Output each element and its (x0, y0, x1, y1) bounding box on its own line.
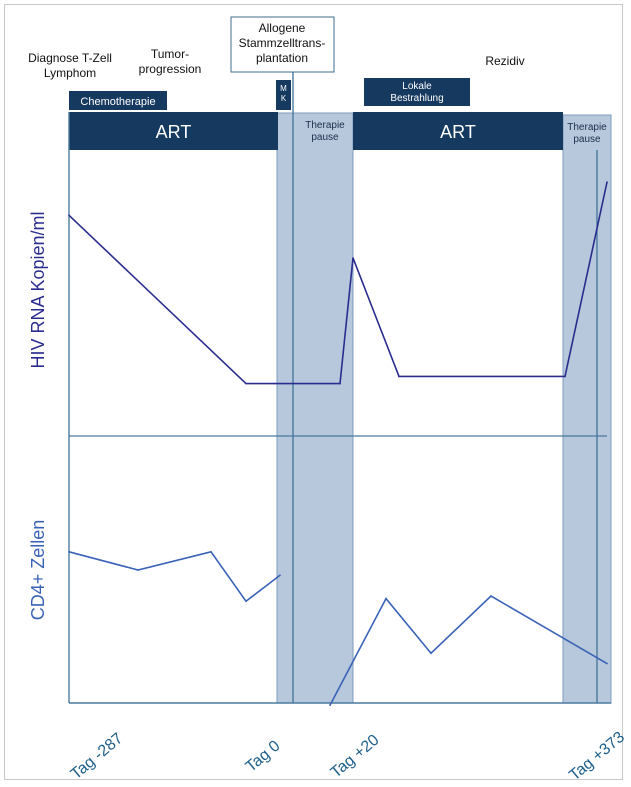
series-hiv-point-5 (398, 375, 400, 378)
event-tumor-line-0: Tumor- (151, 47, 189, 61)
event-transplant-line-1: Stammzelltrans- (239, 36, 326, 50)
therapy-bar-chemo (69, 91, 167, 110)
x-tick-label-0: Tag -287 (68, 730, 127, 783)
therapy-pause-label-2-line-0: Therapie (567, 122, 607, 133)
series-hiv-point-1 (245, 382, 247, 385)
event-diagnose-line-1: Lymphom (44, 66, 96, 80)
event-transplant-line-0: Allogene (259, 21, 306, 35)
therapy-pause-1 (276, 112, 354, 704)
series-cd4-point-0-3 (245, 600, 247, 602)
therapy-pause-2 (562, 114, 612, 704)
x-tick-label-1: Tag 0 (243, 737, 284, 775)
series-cd4-point-0-1 (137, 569, 139, 571)
series-cd4-point-1-4 (606, 662, 608, 665)
series-cd4-point-1-1 (385, 597, 387, 600)
series-cd4-point-1-3 (490, 595, 492, 597)
series-hiv-point-4 (352, 257, 354, 259)
art-label-1: ART (156, 122, 192, 142)
series-cd4-line-1 (68, 550, 281, 603)
therapy-pause-label-1-line-1: pause (311, 132, 339, 143)
therapy-bar-label-bestrahlung-line-1: Bestrahlung (390, 93, 443, 104)
art-band-1 (69, 112, 278, 150)
series-cd4-point-0-0 (68, 551, 70, 553)
series-hiv-line (68, 181, 608, 385)
event-diagnose-line-0: Diagnose T-Zell (28, 51, 112, 65)
art-band-2 (353, 112, 563, 150)
therapy-bar-label-chemo: Chemotherapie (80, 96, 155, 108)
series-hiv-point-6 (564, 375, 566, 378)
y-label-hiv: HIV RNA Kopien/ml (28, 211, 48, 368)
event-tumor-line-1: progression (139, 62, 202, 76)
x-tick-label-3: Tag +373 (566, 729, 628, 785)
series-hiv-point-7 (606, 181, 608, 183)
art-label-2: ART (440, 122, 476, 142)
x-tick-label-2: Tag +20 (328, 732, 383, 782)
therapy-pause-label-1-line-0: Therapie (305, 120, 345, 131)
series-cd4-point-0-4 (279, 574, 281, 576)
series-cd4-point-0-2 (210, 551, 212, 553)
series-hiv-point-2 (274, 382, 276, 385)
therapy-bar-bestrahlung (364, 78, 470, 106)
y-label-cd4: CD4+ Zellen (28, 520, 48, 621)
event-transplant-line-2: plantation (256, 51, 308, 65)
event-rezidiv-line-0: Rezidiv (485, 54, 524, 68)
therapy-bar-label-mk-line-1: K (281, 94, 287, 103)
series-cd4-point-1-2 (430, 652, 432, 654)
series-cd4-point-1-0 (329, 704, 331, 706)
transplant-event-box (230, 16, 335, 73)
series-hiv-point-3 (339, 382, 341, 385)
therapy-pause-label-2-line-1: pause (573, 134, 601, 145)
therapy-bar-label-mk-line-0: M (280, 84, 287, 93)
therapy-bar-label-bestrahlung-line-0: Lokale (402, 81, 432, 92)
therapy-bar-mk (276, 80, 291, 110)
series-hiv-point-0 (68, 214, 70, 217)
